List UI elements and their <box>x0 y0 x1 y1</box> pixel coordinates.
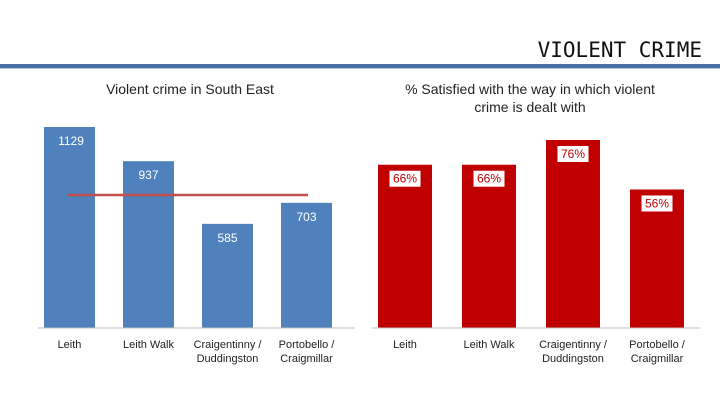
chart-2-bar-leith-walk <box>462 164 516 328</box>
chart-1-bar-leith-walk <box>123 161 174 328</box>
chart-2-satisfaction: 66% Leith 66% Leith Walk 76% Craigentinny / Du… <box>372 140 700 365</box>
chart-2-label-bg-craigentinny-duddingston <box>557 146 589 162</box>
chart-2-value-label-leith: 66% <box>393 172 417 186</box>
chart-2-label-bg-portobello-craigmillar <box>641 195 673 212</box>
chart-1-category-craigentinny-duddingston: Craigentinny / Duddingston <box>194 339 263 365</box>
chart-2-category-craigentinny-duddingston: Craigentinny / Duddingston <box>539 339 608 365</box>
chart-2-category-leith: Leith <box>393 339 417 351</box>
chart-1-value-label-leith: 1129 <box>58 134 84 148</box>
chart-2-bar-leith <box>378 164 432 328</box>
chart-1-category-leith: Leith <box>58 339 82 351</box>
title-rule-accent <box>0 68 720 69</box>
chart-2-category-portobello-craigmillar: Portobello / Craigmillar <box>629 339 686 365</box>
chart-1-crime-counts: 1129 Leith 937 Leith Walk 585 Craigentinny / D… <box>38 127 355 365</box>
chart-1-category-portobello-craigmillar: Portobello / Craigmillar <box>279 339 336 365</box>
chart-1-label-bg-leith-walk <box>133 167 164 184</box>
chart-1-label-bg-leith <box>52 133 90 149</box>
chart-1-value-label-craigentinny-duddingston: 585 <box>217 231 237 245</box>
chart-1-category-leith-walk: Leith Walk <box>123 339 174 351</box>
chart-1-label-bg-portobello-craigmillar <box>291 208 322 225</box>
chart-2-value-label-portobello-craigmillar: 56% <box>645 196 669 210</box>
chart-2-value-label-craigentinny-duddingston: 76% <box>561 147 585 161</box>
slide-title: VIOLENT CRIME <box>537 38 702 62</box>
chart-1-value-label-leith-walk: 937 <box>138 168 158 182</box>
chart-2-value-label-leith-walk: 66% <box>477 172 501 186</box>
title-rule <box>0 64 720 68</box>
chart-1-value-label-portobello-craigmillar: 703 <box>296 210 316 224</box>
chart-2-bar-craigentinny-duddingston <box>546 140 600 328</box>
chart-2-label-bg-leith-walk <box>473 170 505 187</box>
chart-1-title: Violent crime in South East <box>106 81 274 97</box>
chart-2-label-bg-leith <box>389 170 421 187</box>
chart-1-bar-leith <box>44 127 95 328</box>
chart-2-bar-portobello-craigmillar <box>630 189 684 328</box>
chart-2-title: % Satisfied with the way in which violen… <box>405 81 655 115</box>
chart-2-category-leith-walk: Leith Walk <box>464 339 515 351</box>
chart-1-label-bg-craigentinny-duddingston <box>212 229 243 246</box>
